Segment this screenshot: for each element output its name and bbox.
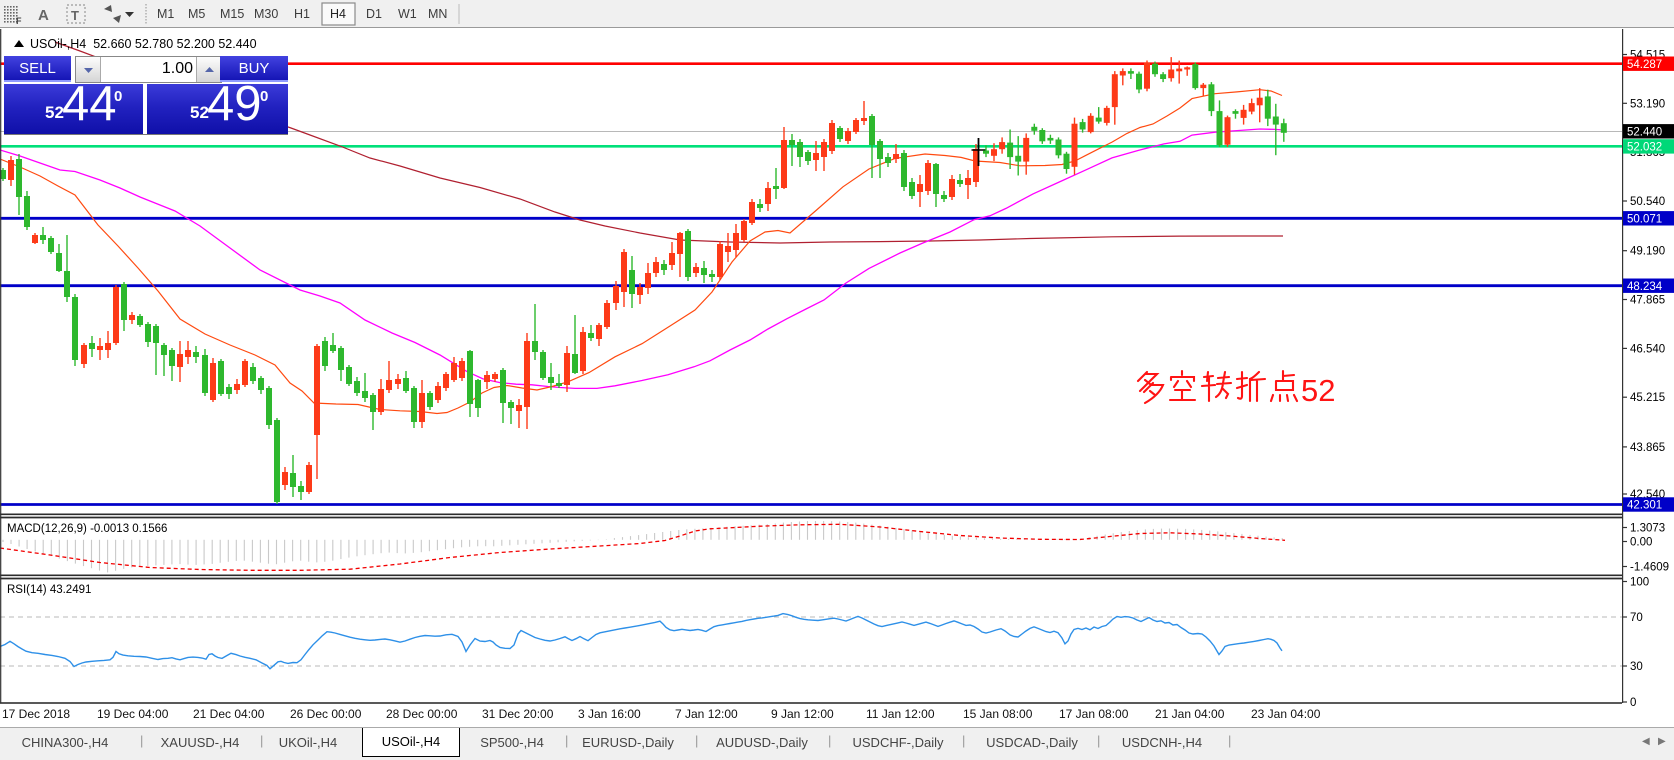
svg-text:30: 30 [1630,661,1643,673]
svg-text:A: A [38,7,49,24]
svg-text:50.071: 50.071 [1627,214,1662,226]
svg-text:53.190: 53.190 [1630,98,1665,110]
svg-text:0: 0 [1630,697,1636,709]
svg-text:48.234: 48.234 [1627,281,1663,293]
svg-text:47.865: 47.865 [1630,295,1665,307]
svg-text:50.540: 50.540 [1630,196,1665,208]
svg-text:100: 100 [1630,577,1649,589]
svg-text:0.00: 0.00 [1630,537,1652,549]
svg-text:T: T [71,8,79,23]
svg-text:46.540: 46.540 [1630,343,1665,355]
svg-text:52.440: 52.440 [1627,127,1662,139]
svg-text:54.287: 54.287 [1627,59,1662,71]
svg-text:43.865: 43.865 [1630,442,1665,454]
svg-text:52.032: 52.032 [1627,142,1662,154]
svg-text:52: 52 [1301,373,1335,408]
svg-text:49.190: 49.190 [1630,246,1665,258]
svg-text:42.301: 42.301 [1627,500,1662,512]
svg-text:USOil-,H4 52.660 52.780 52.20: USOil-,H4 52.660 52.780 52.200 52.440 [30,37,257,51]
svg-text:1.3073: 1.3073 [1630,523,1665,535]
svg-text:-1.4609: -1.4609 [1630,562,1669,574]
svg-text:70: 70 [1630,612,1643,624]
svg-text:RSI(14) 43.2491: RSI(14) 43.2491 [7,584,91,596]
svg-text:MACD(12,26,9) -0.0013 0.1566: MACD(12,26,9) -0.0013 0.1566 [7,523,167,535]
svg-text:45.215: 45.215 [1630,392,1665,404]
svg-text:F: F [16,16,22,26]
